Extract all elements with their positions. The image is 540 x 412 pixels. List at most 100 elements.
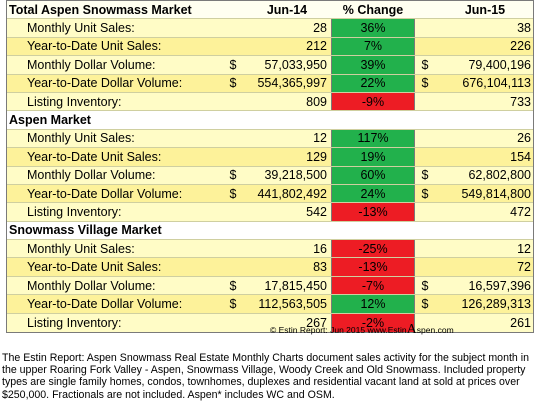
percent-change: -9% <box>331 92 415 111</box>
row-label: Monthly Dollar Volume: <box>27 278 156 293</box>
dollar-sign-prev <box>223 203 243 220</box>
dollar-sign-curr: $ <box>421 186 429 201</box>
value-curr: 472 <box>510 204 531 219</box>
dollar-sign-curr: $ <box>421 278 429 293</box>
percent-change: 12% <box>331 295 415 313</box>
row-label: Year-to-Date Dollar Volume: <box>27 186 183 201</box>
value-curr: 62,802,800 <box>468 168 531 183</box>
percent-change: -2% <box>331 313 415 333</box>
report-description: The Estin Report: Aspen Snowmass Real Es… <box>2 352 529 401</box>
section-title: Snowmass Village Market <box>9 223 162 238</box>
table-row: Monthly Unit Sales: 12 117% 26 <box>7 129 533 149</box>
dollar-sign-prev: $ <box>229 186 237 201</box>
row-label: Monthly Unit Sales: <box>27 131 135 146</box>
value-prev: 212 <box>306 39 327 54</box>
row-label: Year-to-Date Unit Sales: <box>27 149 162 164</box>
percent-change: -25% <box>331 240 415 258</box>
value-prev: 57,033,950 <box>264 57 327 72</box>
value-prev: 267 <box>306 315 327 330</box>
value-curr: 154 <box>510 149 531 164</box>
section-title: Total Aspen Snowmass Market <box>9 2 192 17</box>
table-row: Monthly Dollar Volume: $57,033,950 39% $79,… <box>7 56 533 75</box>
row-label: Monthly Unit Sales: <box>27 21 135 36</box>
row-label: Monthly Dollar Volume: <box>27 57 156 72</box>
value-prev: 17,815,450 <box>264 278 327 293</box>
table-row: Year-to-Date Unit Sales: 212 7% 226 <box>7 37 533 57</box>
value-prev: 28 <box>313 21 327 36</box>
spacer <box>331 222 415 239</box>
percent-change: 22% <box>331 74 415 92</box>
spacer <box>331 111 415 128</box>
credit-logo-letter: A <box>406 322 417 337</box>
row-label: Listing Inventory: <box>27 204 122 219</box>
spacer <box>435 111 535 128</box>
percent-change: 19% <box>331 148 415 166</box>
column-header-curr: Jun-15 <box>464 2 506 17</box>
row-label: Listing Inventory: <box>27 94 122 109</box>
section-header: Total Aspen Snowmass Market Jun-14 % Chang… <box>7 1 533 20</box>
row-label: Monthly Unit Sales: <box>27 241 135 256</box>
dollar-sign-prev <box>223 93 243 110</box>
dollar-sign-prev: $ <box>229 278 237 293</box>
row-label: Year-to-Date Dollar Volume: <box>27 76 183 91</box>
dollar-sign-prev <box>223 148 243 165</box>
percent-change: 7% <box>331 37 415 56</box>
row-label: Year-to-Date Unit Sales: <box>27 39 162 54</box>
value-prev: 129 <box>306 149 327 164</box>
credit-prefix: © Estin Report: Jun 2015 www.Estin <box>270 325 407 335</box>
spacer <box>243 222 331 239</box>
section-header: Snowmass Village Market <box>7 221 533 241</box>
value-prev: 12 <box>313 131 327 146</box>
percent-change: -7% <box>331 276 415 295</box>
value-curr: 733 <box>510 94 531 109</box>
dollar-sign-curr <box>415 148 435 165</box>
row-label: Year-to-Date Unit Sales: <box>27 260 162 275</box>
value-prev: 441,802,492 <box>257 186 327 201</box>
table-row: Year-to-Date Dollar Volume: $554,365,997 2… <box>7 74 533 93</box>
percent-change: 39% <box>331 56 415 74</box>
table-row: Monthly Dollar Volume: $39,218,500 60% $62,… <box>7 166 533 185</box>
table-row: Monthly Unit Sales: 28 36% 38 <box>7 19 533 38</box>
value-prev: 554,365,997 <box>257 76 327 91</box>
table-row: Listing Inventory: 542 -13% 472 <box>7 203 533 222</box>
dollar-sign-prev <box>223 314 243 332</box>
section-header: Aspen Market <box>7 111 535 130</box>
table-row: Year-to-Date Dollar Volume: $112,563,505 1… <box>7 295 533 314</box>
market-stats-table: Total Aspen Snowmass Market Jun-14 % Chang… <box>6 0 535 334</box>
spacer <box>415 1 435 18</box>
dollar-sign-curr: $ <box>421 57 429 72</box>
value-prev: 39,218,500 <box>264 168 327 183</box>
spacer <box>243 111 331 128</box>
percent-change: -13% <box>331 203 415 221</box>
value-curr: 549,814,800 <box>461 186 531 201</box>
row-label: Monthly Dollar Volume: <box>27 168 156 183</box>
spacer <box>223 111 243 128</box>
table-row: Year-to-Date Unit Sales: 129 19% 154 <box>7 148 533 167</box>
row-label: Listing Inventory: <box>27 315 122 330</box>
percent-change: 60% <box>331 166 415 184</box>
table-row: Monthly Dollar Volume: $17,815,450 -7% $16,… <box>7 276 533 296</box>
table-row: Listing Inventory: 267 -2% 261 <box>7 313 533 333</box>
dollar-sign-curr <box>415 38 435 55</box>
spacer <box>415 111 435 128</box>
dollar-sign-prev: $ <box>229 168 237 183</box>
value-curr: 126,289,313 <box>461 296 531 311</box>
column-header-change: % Change <box>342 2 404 17</box>
value-curr: 261 <box>510 315 531 330</box>
table-row: Year-to-Date Unit Sales: 83 -13% 72 <box>7 258 533 277</box>
table-row: Year-to-Date Dollar Volume: $441,802,492 2… <box>7 184 533 204</box>
value-prev: 83 <box>313 260 327 275</box>
spacer <box>223 1 243 18</box>
dollar-sign-curr <box>415 240 435 257</box>
value-curr: 226 <box>510 39 531 54</box>
dollar-sign-prev: $ <box>229 296 237 311</box>
dollar-sign-curr: $ <box>421 296 429 311</box>
dollar-sign-prev: $ <box>229 76 237 91</box>
dollar-sign-curr: $ <box>421 76 429 91</box>
dollar-sign-prev: $ <box>229 57 237 72</box>
dollar-sign-prev <box>223 240 243 257</box>
dollar-sign-prev <box>223 19 243 36</box>
dollar-sign-prev <box>223 258 243 275</box>
dollar-sign-prev <box>223 130 243 147</box>
section-title: Aspen Market <box>9 113 91 128</box>
